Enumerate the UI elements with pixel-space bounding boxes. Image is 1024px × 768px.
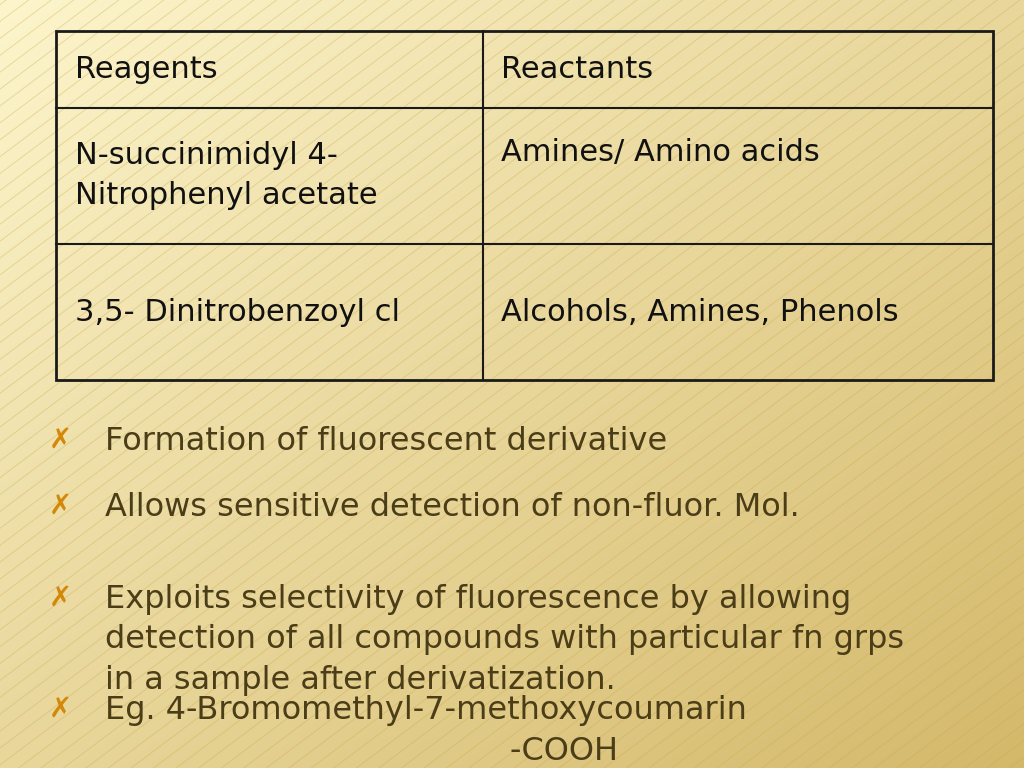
Text: Formation of fluorescent derivative: Formation of fluorescent derivative bbox=[105, 426, 668, 457]
Text: Eg. 4-Bromomethyl-7-methoxycoumarin
                                        -COO: Eg. 4-Bromomethyl-7-methoxycoumarin -COO bbox=[105, 695, 748, 766]
Text: Exploits selectivity of fluorescence by allowing
detection of all compounds with: Exploits selectivity of fluorescence by … bbox=[105, 584, 904, 696]
Text: ✗: ✗ bbox=[49, 695, 73, 723]
Text: Allows sensitive detection of non-fluor. Mol.: Allows sensitive detection of non-fluor.… bbox=[105, 492, 800, 522]
Text: N-succinimidyl 4-
Nitrophenyl acetate: N-succinimidyl 4- Nitrophenyl acetate bbox=[75, 141, 378, 210]
Text: ✗: ✗ bbox=[49, 426, 73, 454]
Text: Reagents: Reagents bbox=[75, 55, 217, 84]
Bar bbox=[56, 31, 993, 380]
Text: ✗: ✗ bbox=[49, 584, 73, 611]
Text: Alcohols, Amines, Phenols: Alcohols, Amines, Phenols bbox=[501, 297, 899, 326]
Text: 3,5- Dinitrobenzoyl cl: 3,5- Dinitrobenzoyl cl bbox=[75, 297, 399, 326]
Text: ✗: ✗ bbox=[49, 492, 73, 519]
Text: Amines/ Amino acids: Amines/ Amino acids bbox=[501, 138, 820, 167]
Text: Reactants: Reactants bbox=[501, 55, 653, 84]
